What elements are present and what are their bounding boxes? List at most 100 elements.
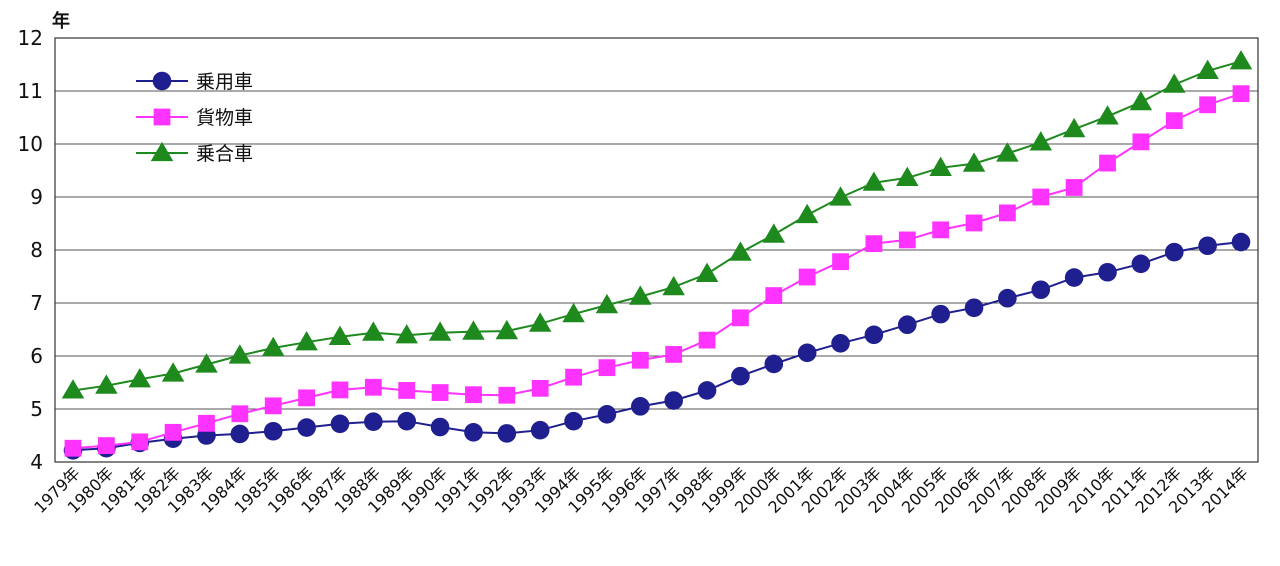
data-point (998, 288, 1017, 308)
data-point (962, 152, 986, 172)
y-tick-label: 11 (18, 79, 43, 103)
data-point (1098, 262, 1117, 282)
data-point (1096, 105, 1119, 125)
data-point (1165, 112, 1183, 130)
x-axis: 1979年1980年1981年1982年1983年1984年1985年1986年… (30, 463, 1252, 517)
data-point (198, 414, 215, 432)
data-point (495, 319, 519, 340)
legend-item: 乗用車 (136, 71, 253, 93)
data-point (1029, 131, 1053, 151)
y-tick-label: 5 (30, 397, 43, 421)
data-point (465, 386, 482, 404)
data-point (732, 309, 749, 327)
y-tick-label: 4 (30, 450, 43, 474)
data-point (564, 411, 583, 431)
data-point (395, 324, 418, 344)
data-point (865, 235, 883, 253)
data-point (128, 368, 151, 388)
data-point (328, 325, 352, 346)
y-tick-label: 10 (18, 132, 43, 156)
data-point (397, 411, 417, 431)
data-point (597, 405, 617, 424)
data-point (665, 346, 683, 363)
data-point (230, 424, 250, 444)
series-square (64, 85, 1250, 457)
data-point (1064, 268, 1084, 287)
data-point (298, 389, 315, 407)
data-point (462, 320, 485, 340)
legend-item: 貨物車 (136, 107, 253, 129)
data-point (798, 268, 816, 286)
data-point (362, 321, 385, 341)
data-point (498, 386, 516, 404)
data-point (697, 381, 717, 400)
data-point (964, 298, 984, 318)
plot-area (54, 37, 1259, 463)
data-point (932, 221, 950, 239)
data-point (664, 391, 683, 410)
data-point (629, 285, 652, 305)
data-point (398, 382, 416, 399)
data-point (1231, 232, 1251, 252)
data-point (1229, 50, 1253, 70)
data-point (595, 293, 619, 314)
data-point (897, 315, 917, 335)
data-point (195, 353, 218, 373)
data-point (931, 304, 950, 324)
data-point (965, 214, 983, 232)
y-tick-label: 8 (30, 238, 43, 262)
data-point (295, 330, 318, 351)
legend-label: 貨物車 (196, 107, 253, 129)
data-point (999, 204, 1016, 222)
data-point (431, 384, 449, 401)
data-point (1031, 280, 1051, 300)
data-point (729, 241, 752, 261)
data-point (731, 366, 750, 386)
data-point (662, 275, 685, 296)
data-point (153, 108, 171, 126)
data-point (61, 379, 85, 399)
data-point (150, 141, 174, 162)
data-point (631, 397, 650, 416)
data-point (765, 287, 783, 304)
data-point (631, 351, 649, 369)
data-point (864, 325, 884, 345)
data-point (430, 417, 450, 437)
data-point (1065, 179, 1083, 196)
data-point (464, 423, 483, 442)
data-point (797, 343, 817, 363)
data-point (261, 336, 285, 357)
y-tick-label: 12 (18, 26, 43, 50)
data-point (531, 379, 549, 397)
data-point (497, 424, 517, 443)
data-point (831, 333, 850, 353)
data-point (1032, 188, 1050, 206)
data-point (996, 142, 1019, 162)
legend-label: 乗合車 (196, 143, 253, 165)
series-triangle (61, 50, 1253, 399)
data-point (562, 302, 585, 323)
y-tick-label: 7 (30, 291, 43, 315)
data-point (364, 412, 383, 432)
data-point (131, 433, 149, 451)
data-point (764, 354, 784, 374)
data-point (862, 171, 886, 191)
data-point (1062, 117, 1086, 138)
grid-lines (55, 37, 1258, 463)
data-point (832, 253, 849, 271)
data-point (929, 156, 952, 176)
data-point (263, 421, 283, 441)
data-point (896, 166, 919, 187)
data-point (164, 423, 182, 441)
data-point (161, 362, 185, 382)
data-point (1198, 236, 1217, 256)
data-point (565, 368, 582, 386)
data-point (297, 418, 316, 437)
y-tick-label: 6 (30, 344, 43, 368)
y-axis-unit-label: 年 (52, 10, 70, 32)
y-tick-label: 9 (30, 185, 43, 209)
legend-label: 乗用車 (196, 71, 253, 93)
data-point (1099, 154, 1116, 172)
data-point (152, 71, 172, 91)
